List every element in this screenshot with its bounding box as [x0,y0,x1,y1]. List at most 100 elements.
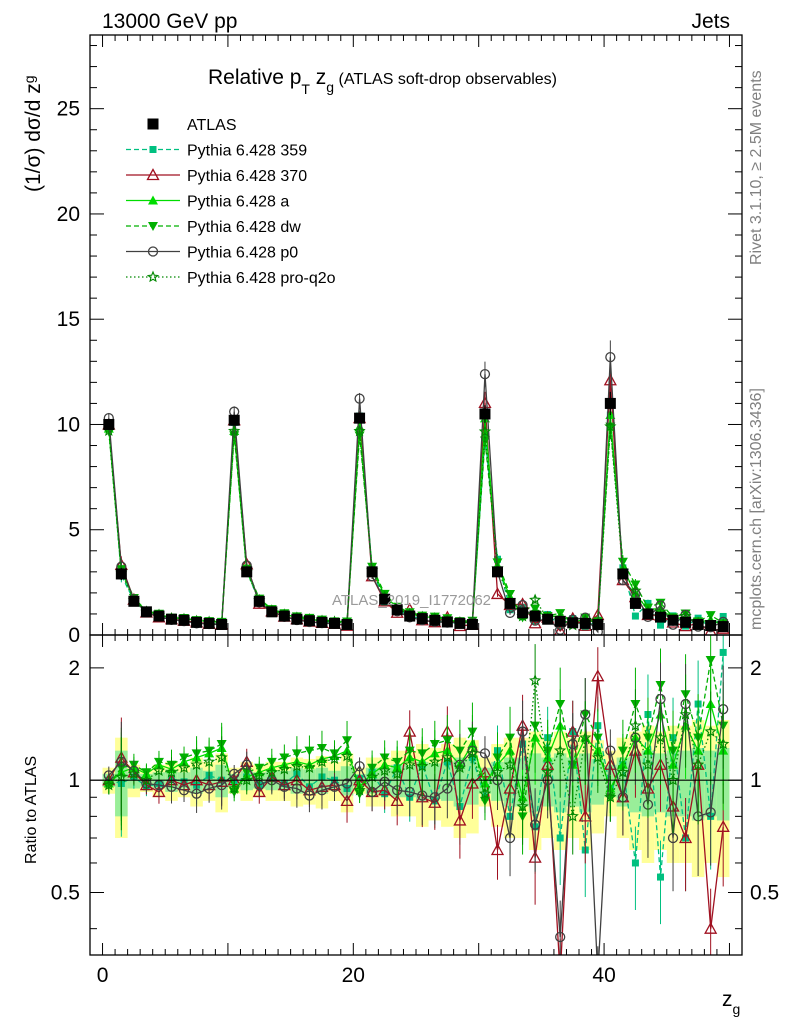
y-tick-label: 10 [57,413,80,436]
legend-label: Pythia 6.428 359 [187,143,307,160]
ratio-point [591,669,605,682]
ratio-y-tick-label: 1 [68,769,80,792]
legend-label: Pythia 6.428 pro-q2o [187,270,336,287]
ratio-point [503,758,517,770]
atlas-point [680,616,692,628]
ratio-point [566,810,579,822]
ratio-point [604,790,617,803]
atlas-point [692,618,704,630]
ratio-point [152,764,166,776]
data-point [604,420,617,432]
ratio-point [556,834,564,842]
atlas-point [604,397,616,409]
legend-entry: Pythia 6.428 370 [126,168,307,185]
atlas-point [316,616,328,628]
ratio-y-tick-label-right: 1 [750,769,762,792]
ratio-point [229,768,240,779]
data-point [719,612,727,620]
data-point [631,612,639,620]
ratio-point [178,785,190,796]
legend-entry: Pythia 6.428 p0 [126,245,298,262]
atlas-point [529,610,541,622]
atlas-point [504,597,516,609]
legend-marker [147,246,159,257]
ratio-point [177,761,191,773]
atlas-point [203,617,215,629]
x-tick-label: 20 [342,964,365,987]
title-paren: (ATLAS soft-drop observables) [334,71,557,88]
ratio-point [719,648,727,656]
ratio-y-tick-label: 0.5 [51,882,80,905]
y-axis-label: (1/σ) dσ/d zg [21,75,45,192]
legend-entry: ATLAS [147,117,237,134]
ratio-point [605,745,616,756]
ratio-point [265,765,279,778]
ratio-point [315,755,329,768]
data-point [528,616,542,629]
atlas-point [404,610,416,622]
legend-entry: Pythia 6.428 pro-q2o [126,270,336,287]
legend-label: Pythia 6.428 370 [187,168,307,185]
y-tick-label: 0 [68,624,80,647]
legend-label: Pythia 6.428 dw [187,219,301,236]
legend-label: Pythia 6.428 a [187,194,289,211]
ratio-point [453,813,467,826]
title-main: Relative p [208,66,301,89]
ratio-point [679,708,692,720]
ratio-point [657,873,664,881]
data-point [354,393,365,404]
legend-label: Pythia 6.428 p0 [187,245,298,262]
y-tick-label: 25 [57,98,80,121]
atlas-point [542,613,554,625]
atlas-point [303,615,315,627]
xlabel-sub: g [733,1001,741,1017]
ratio-point [555,931,566,943]
atlas-point [391,604,403,616]
data-point [490,587,505,600]
ratio-point [504,832,516,844]
ratio-point [555,970,566,980]
atlas-point [166,613,177,625]
ratio-point [290,759,303,772]
ratio-point [716,737,730,750]
series-line [108,426,724,624]
ratio-point [478,787,492,799]
ratio-point [203,783,215,794]
atlas-point [216,618,228,630]
ratio-point [240,773,253,786]
ratio-point [666,773,680,786]
ratio-point [115,770,128,783]
atlas-point [241,566,253,578]
ratio-point [541,765,554,778]
ratio-y-axis-label: Ratio to ATLAS [23,756,40,864]
ratio-point [591,751,605,763]
ratio-point [303,761,316,773]
ratio-point [692,758,705,770]
ratio-point [704,921,718,934]
ratio-point [354,761,365,772]
rivet-label: Rivet 3.1.10, ≥ 2.5M events [748,70,765,265]
ylabel-main: (1/σ) dσ/d z [22,83,45,192]
ratio-point [667,832,679,844]
ratio-point [304,790,315,801]
legend-entry: Pythia 6.428 a [126,194,289,211]
ratio-point [278,762,291,775]
xlabel-main: z [722,988,733,1011]
atlas-point [705,620,717,632]
ratio-point [567,738,578,750]
data-point [479,369,491,380]
ratio-point [453,761,466,773]
atlas-point [379,593,391,605]
ratio-point [579,731,592,743]
atlas-point [341,618,353,630]
x-tick-label: 40 [592,964,615,987]
atlas-point [128,595,140,607]
atlas-point [579,617,591,629]
legend-entry: Pythia 6.428 359 [126,143,307,160]
legend-marker [148,195,158,205]
atlas-point [554,615,566,627]
legend-marker [146,270,160,283]
ratio-point [705,655,716,665]
atlas-point [642,608,654,620]
